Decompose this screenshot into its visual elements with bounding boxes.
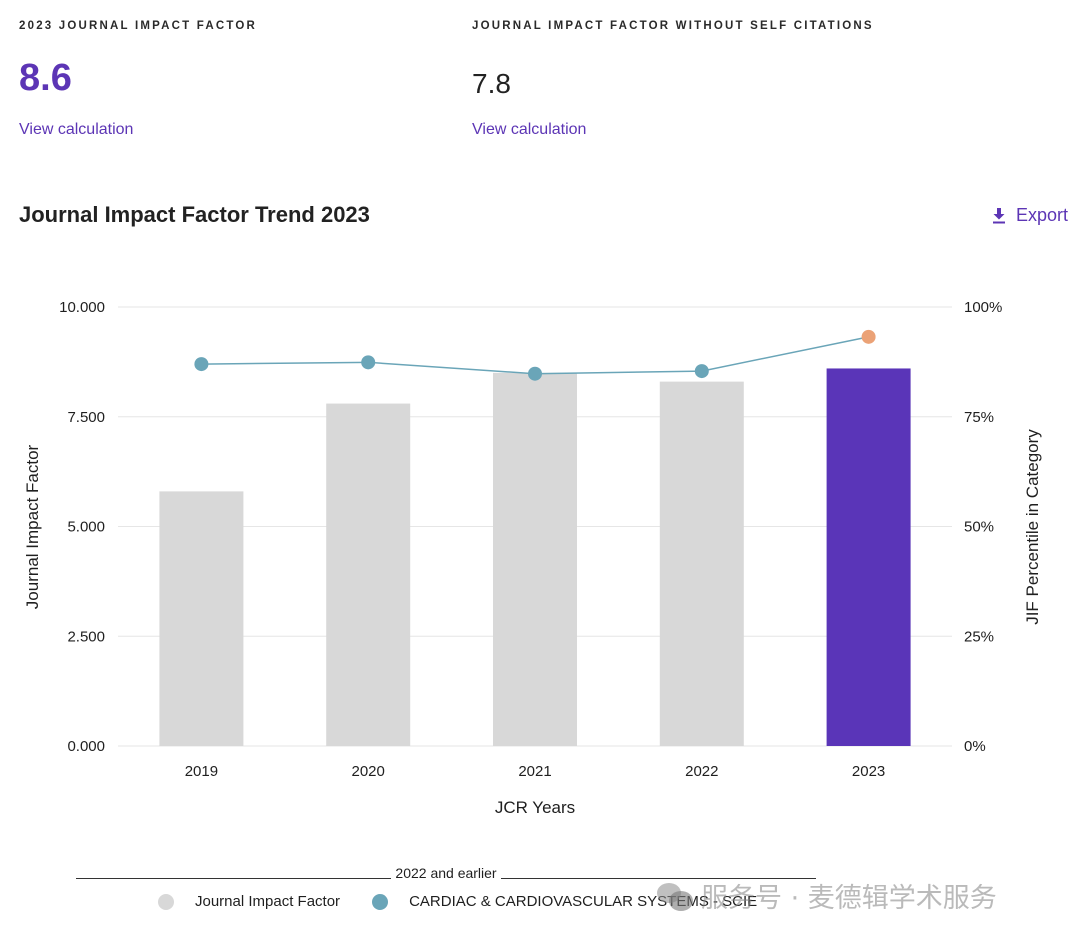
- jif-trend-chart: 0.000 2.500 5.000 7.500 10.000 0% 25% 50% 75% 10…: [23, 299, 1042, 817]
- y2-tick-label: 25%: [964, 628, 994, 645]
- export-button[interactable]: Export: [992, 205, 1068, 226]
- jif-value: 8.6: [19, 57, 72, 99]
- y2-tick-label: 50%: [964, 519, 994, 536]
- download-icon: [992, 207, 1006, 224]
- bar-2023: [826, 368, 911, 746]
- y-tick-label: 10.000: [59, 299, 105, 316]
- legend-label-jif: Journal Impact Factor: [195, 893, 341, 910]
- bar-2019: [159, 491, 244, 746]
- watermark-text: 服务号 · 麦德辑学术服务: [701, 883, 997, 914]
- section-title: Journal Impact Factor Trend 2023: [19, 202, 370, 227]
- legend-swatch-category: [372, 893, 389, 910]
- x-axis-ticks: 2019 2020 2021 2022 2023: [185, 763, 886, 780]
- jif-view-calculation-link[interactable]: View calculation: [19, 121, 134, 138]
- percentile-point-2022: [694, 364, 709, 379]
- y-tick-label: 0.000: [67, 738, 105, 755]
- jif-no-self-view-calculation-link[interactable]: View calculation: [472, 121, 587, 138]
- y2-tick-label: 0%: [964, 738, 986, 755]
- x-tick-label: 2023: [852, 763, 885, 780]
- bar-2022: [659, 381, 744, 746]
- bars: [159, 368, 911, 746]
- y2-tick-label: 100%: [964, 299, 1002, 316]
- percentile-line: [194, 329, 876, 381]
- legend-item-jif[interactable]: Journal Impact Factor: [158, 893, 340, 910]
- watermark: 服务号 · 麦德辑学术服务: [655, 876, 997, 915]
- x-axis-title: JCR Years: [495, 798, 575, 817]
- percentile-point-2019: [194, 357, 209, 372]
- percentile-point-2021: [528, 366, 542, 381]
- bar-2021: [493, 372, 577, 746]
- y-axis-title: Journal Impact Factor: [23, 444, 42, 609]
- y2-tick-label: 75%: [964, 409, 994, 426]
- y-axis-left-ticks: 0.000 2.500 5.000 7.500 10.000: [59, 299, 105, 755]
- export-label: Export: [1015, 205, 1068, 225]
- x-tick-label: 2021: [518, 763, 551, 780]
- legend-swatch-jif: [158, 893, 174, 910]
- x-tick-label: 2022: [685, 763, 718, 780]
- legend-group-label: 2022 and earlier: [395, 865, 497, 881]
- bar-2020: [326, 403, 411, 746]
- jif-label: 2023 JOURNAL IMPACT FACTOR: [19, 20, 258, 32]
- y-tick-label: 7.500: [67, 409, 105, 426]
- jif-no-self-label: JOURNAL IMPACT FACTOR WITHOUT SELF CITAT…: [472, 20, 874, 32]
- wechat-icon: [655, 881, 695, 911]
- x-tick-label: 2019: [185, 763, 218, 780]
- y-tick-label: 5.000: [67, 519, 105, 536]
- x-tick-label: 2020: [352, 763, 385, 780]
- percentile-point-2020: [361, 355, 376, 370]
- y-tick-label: 2.500: [67, 628, 105, 645]
- legend-group-separator: 2022 and earlier: [76, 864, 816, 881]
- y2-axis-title: JIF Percentile in Category: [1023, 429, 1042, 625]
- jif-no-self-value: 7.8: [472, 68, 511, 99]
- percentile-point-2023: [861, 329, 876, 344]
- y-axis-right-ticks: 0% 25% 50% 75% 100%: [964, 299, 1002, 755]
